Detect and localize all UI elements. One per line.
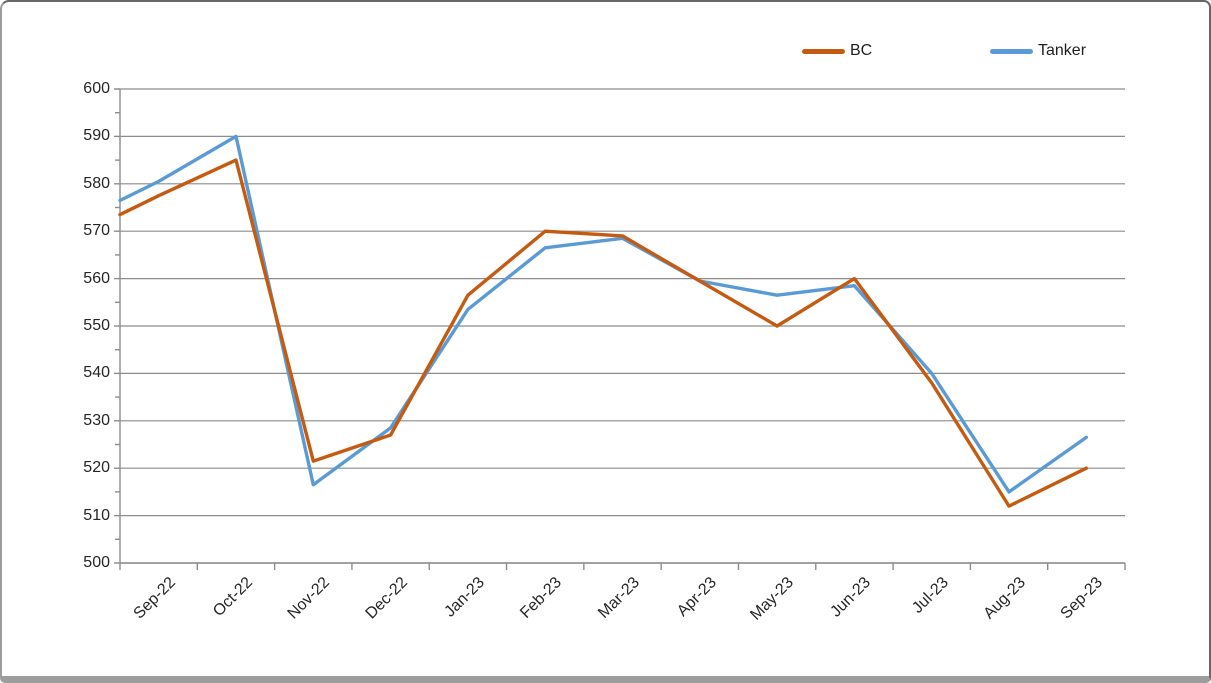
y-axis-label: 550: [83, 317, 110, 334]
legend-label-bc: BC: [850, 42, 873, 59]
y-axis-label: 560: [83, 269, 110, 287]
tanker-series-line: [118, 134, 1089, 494]
y-axis-label: 570: [83, 222, 110, 240]
y-axis-label: 530: [83, 411, 110, 429]
tanker-series-swatch-icon: [990, 48, 1033, 54]
y-axis-label: 540: [83, 364, 110, 382]
legend-item-bc[interactable]: BC: [802, 40, 872, 62]
legend-item-tanker[interactable]: Tanker: [990, 40, 1086, 62]
y-axis-label: 580: [83, 174, 110, 192]
y-axis-label: 500: [83, 554, 110, 571]
y-axis-label: 520: [83, 459, 110, 477]
bc-series-line: [118, 158, 1089, 508]
y-axis-label: 590: [83, 127, 110, 145]
legend-label-tanker: Tanker: [1038, 42, 1087, 59]
bc-series-swatch-icon: [802, 48, 845, 54]
y-axis-label: 510: [83, 506, 110, 524]
y-axis-label: 600: [83, 80, 110, 97]
